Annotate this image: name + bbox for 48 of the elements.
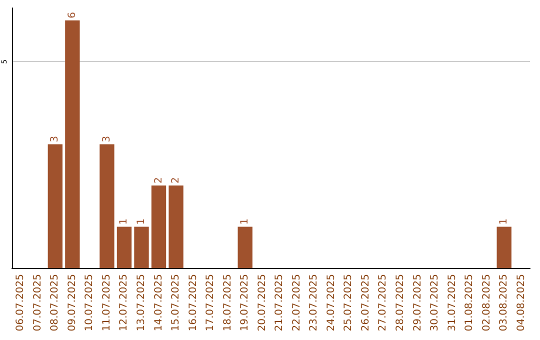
data-label: 6 <box>66 12 78 18</box>
bar <box>151 185 166 268</box>
data-label: 2 <box>170 177 182 184</box>
bar <box>48 144 63 268</box>
data-label: 2 <box>153 177 164 184</box>
x-tick-label: 31.07.2025 <box>446 274 458 332</box>
x-tick-label: 01.08.2025 <box>464 274 476 332</box>
bar <box>65 20 80 268</box>
x-tick-label: 21.07.2025 <box>274 274 286 332</box>
x-tick-label: 09.07.2025 <box>66 274 78 332</box>
bar <box>134 226 149 268</box>
x-tick-label: 03.08.2025 <box>498 274 510 332</box>
data-label: 3 <box>101 136 112 142</box>
bar <box>496 226 512 268</box>
x-tick-label: 29.07.2025 <box>412 274 424 332</box>
x-tick-label: 06.07.2025 <box>15 274 26 332</box>
x-tick-label: 19.07.2025 <box>240 274 251 332</box>
x-tick-label: 28.07.2025 <box>395 274 406 332</box>
x-tick-label: 24.07.2025 <box>326 274 337 332</box>
x-tick-label: 08.07.2025 <box>50 274 61 332</box>
x-tick-label: 10.07.2025 <box>84 274 96 332</box>
x-tick-label: 17.07.2025 <box>205 274 216 332</box>
bar <box>100 144 114 268</box>
bar <box>238 226 252 268</box>
data-label: 3 <box>50 136 61 142</box>
x-tick-label: 02.08.2025 <box>481 274 492 332</box>
x-tick-label: 14.07.2025 <box>153 274 164 332</box>
x-tick-label: 13.07.2025 <box>136 274 147 332</box>
x-tick-label: 26.07.2025 <box>360 274 372 332</box>
x-tick-label: 20.07.2025 <box>256 274 268 332</box>
x-tick-label: 30.07.2025 <box>430 274 441 332</box>
bar <box>168 185 184 268</box>
data-label: 1 <box>118 218 130 225</box>
x-tick-label: 15.07.2025 <box>170 274 182 332</box>
x-tick-label: 25.07.2025 <box>343 274 354 332</box>
x-tick-label: 23.07.2025 <box>308 274 320 332</box>
data-label: 1 <box>498 218 510 225</box>
data-label: 1 <box>136 218 147 225</box>
x-tick-label: 16.07.2025 <box>188 274 199 332</box>
x-tick-label: 12.07.2025 <box>118 274 130 332</box>
x-tick-label: 22.07.2025 <box>291 274 302 332</box>
data-label: 1 <box>240 218 251 225</box>
x-tick-label: 04.08.2025 <box>516 274 527 332</box>
bar <box>116 226 132 268</box>
x-tick-label: 07.07.2025 <box>32 274 44 332</box>
x-tick-label: 27.07.2025 <box>378 274 389 332</box>
x-tick-label: 11.07.2025 <box>101 274 112 332</box>
x-tick-label: 18.07.2025 <box>222 274 234 332</box>
